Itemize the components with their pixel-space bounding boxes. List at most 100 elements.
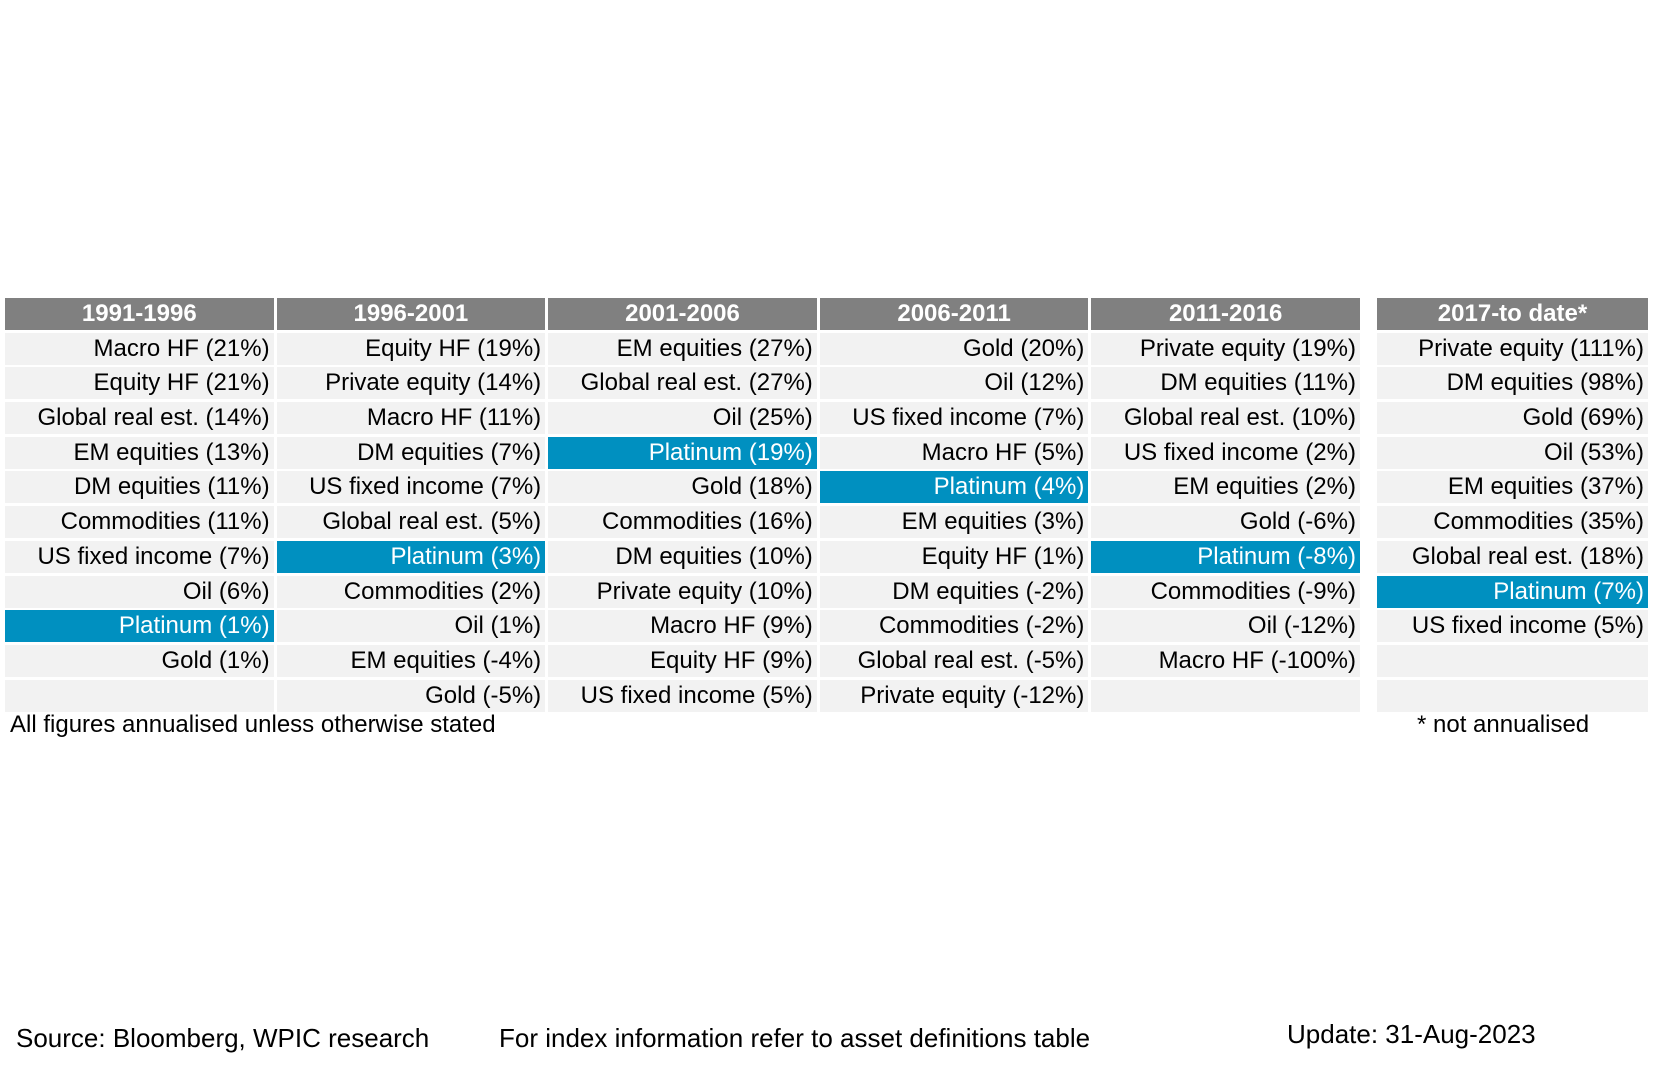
asset-return-cell: EM equities (27%) <box>548 332 817 365</box>
asset-name: US fixed income <box>309 473 484 501</box>
asset-return-cell: DM equities (7%) <box>276 436 546 469</box>
asset-name: Private equity <box>860 681 1006 709</box>
return-value: 1 <box>498 612 512 640</box>
return-value: 19 <box>756 438 784 466</box>
asset-return-cell: Commodities (11%) <box>5 506 274 539</box>
asset-name: EM equities <box>350 646 476 674</box>
asset-return-cell: Commodities (-9%) <box>1091 575 1360 608</box>
asset-return-cell: US fixed income (5%) <box>1377 610 1648 643</box>
asset-name: Commodities <box>60 508 201 536</box>
asset-name: Platinum <box>118 612 213 640</box>
return-value: 4 <box>1041 473 1056 501</box>
asset-return-cell: Oil (1%) <box>276 610 546 643</box>
return-value: -4 <box>490 646 512 674</box>
return-value: 7 <box>498 438 512 466</box>
asset-name: EM equities <box>1173 473 1299 501</box>
return-value: 7 <box>1601 577 1615 605</box>
asset-return-cell: Private equity (-12%) <box>819 679 1089 712</box>
period-column: 2017-to date* Private equity (111%) DM equ… <box>1377 298 1648 712</box>
return-value: -12 <box>1291 612 1327 640</box>
asset-name: Oil <box>1543 438 1574 466</box>
period-header: 1991-1996 <box>5 298 274 330</box>
asset-name: Macro HF <box>366 404 473 432</box>
asset-name: US fixed income <box>1411 612 1587 640</box>
asset-return-cell: Oil (6%) <box>5 575 274 608</box>
return-value: 20 <box>1028 334 1056 362</box>
return-value: 27 <box>756 369 784 397</box>
asset-name: Global real est. <box>37 404 199 432</box>
asset-return-cell: Macro HF (-100%) <box>1091 644 1360 677</box>
asset-name: DM equities <box>1160 369 1288 397</box>
asset-return-cell: Macro HF (9%) <box>548 610 817 643</box>
return-value: 5 <box>1041 438 1056 466</box>
asset-name: Global real est. <box>580 369 743 397</box>
asset-name: DM equities <box>1446 369 1574 397</box>
return-value: 19 <box>485 334 512 362</box>
empty-cell <box>1377 644 1648 677</box>
return-value: 19 <box>1299 334 1327 362</box>
asset-return-cell: Oil (12%) <box>819 367 1089 400</box>
return-value: 13 <box>213 438 241 466</box>
asset-name: EM equities <box>901 508 1027 536</box>
return-value: 98 <box>1587 369 1615 397</box>
asset-return-cell: Macro HF (21%) <box>5 332 274 365</box>
return-value: 10 <box>756 577 784 605</box>
return-value: -5 <box>490 681 512 709</box>
return-value: 2 <box>1313 438 1327 466</box>
asset-name: Macro HF <box>93 334 199 362</box>
asset-name: US fixed income <box>580 681 756 709</box>
platinum-highlight-cell: Platinum (19%) <box>548 436 817 469</box>
asset-name: US fixed income <box>37 542 213 570</box>
asset-name: Private equity <box>1139 334 1286 362</box>
asset-name: Oil <box>1247 612 1278 640</box>
asset-return-cell: Gold (-6%) <box>1091 506 1360 539</box>
platinum-highlight-cell: Platinum (1%) <box>5 610 274 643</box>
asset-return-cell: Global real est. (14%) <box>5 402 274 435</box>
asset-name: Equity HF <box>650 646 756 674</box>
return-value: 2 <box>498 577 512 605</box>
asset-name: Global real est. <box>1411 542 1574 570</box>
asset-return-cell: DM equities (11%) <box>1091 367 1360 400</box>
platinum-highlight-cell: Platinum (4%) <box>819 471 1089 504</box>
asset-name: Private equity <box>1418 334 1564 362</box>
asset-return-cell: DM equities (98%) <box>1377 367 1648 400</box>
period-header: 2006-2011 <box>819 298 1089 330</box>
asset-name: Commodities <box>1150 577 1291 605</box>
asset-return-cell: Global real est. (5%) <box>276 506 546 539</box>
index-info-text: For index information refer to asset def… <box>499 1023 1091 1053</box>
asset-name: Platinum <box>390 542 484 570</box>
period-header: 2001-2006 <box>548 298 817 330</box>
asset-return-cell: Macro HF (5%) <box>819 436 1089 469</box>
return-value: 5 <box>498 508 512 536</box>
period-column: 2011-2016 Private equity (19%) DM equities… <box>1091 298 1360 712</box>
asset-name: US fixed income <box>852 404 1027 432</box>
asset-return-cell: Commodities (2%) <box>276 575 546 608</box>
return-value: 10 <box>1299 404 1327 432</box>
return-value: -12 <box>1020 681 1056 709</box>
asset-return-cell: Equity HF (21%) <box>5 367 274 400</box>
asset-return-cell: Gold (18%) <box>548 471 817 504</box>
asset-name: Oil <box>712 404 743 432</box>
return-value: 11 <box>486 404 512 432</box>
asset-name: Platinum <box>648 438 743 466</box>
return-value: 21 <box>213 334 241 362</box>
asset-name: DM equities <box>615 542 743 570</box>
return-value: 27 <box>756 334 784 362</box>
asset-name: Equity HF <box>921 542 1027 570</box>
empty-cell <box>5 679 274 712</box>
return-value: 1 <box>226 646 241 674</box>
asset-name: EM equities <box>1447 473 1574 501</box>
asset-name: Gold <box>161 646 213 674</box>
asset-return-cell: Gold (20%) <box>819 332 1089 365</box>
asset-name: Global real est. <box>857 646 1020 674</box>
return-value: 7 <box>1041 404 1056 432</box>
asset-return-cell: Private equity (14%) <box>276 367 546 400</box>
return-value: 9 <box>770 646 784 674</box>
platinum-highlight-cell: Platinum (-8%) <box>1091 540 1360 573</box>
period-column: 2001-2006 EM equities (27%) Global real es… <box>548 298 817 712</box>
asset-return-cell: EM equities (37%) <box>1377 471 1648 504</box>
asset-return-cell: Global real est. (10%) <box>1091 402 1360 435</box>
asset-return-cell: Private equity (111%) <box>1377 332 1648 365</box>
period-column: 2006-2011 Gold (20%) Oil (12%) US fixed inc… <box>819 298 1089 712</box>
returns-table-main: 1991-1996 Macro HF (21%) Equity HF (21%) Gl… <box>5 298 1360 712</box>
